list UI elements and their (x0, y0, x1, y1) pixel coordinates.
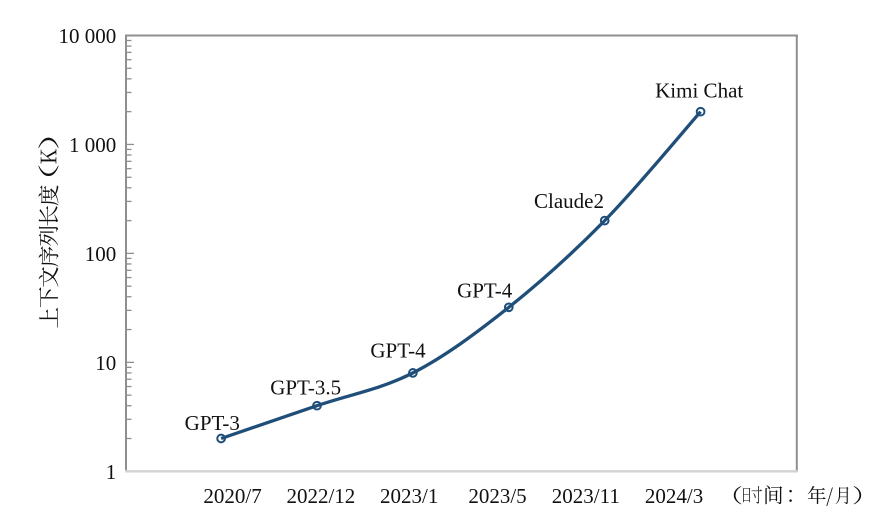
svg-text:2024/3: 2024/3 (645, 484, 703, 508)
svg-text:10: 10 (95, 351, 116, 375)
svg-text:100: 100 (85, 242, 117, 266)
svg-text:Claude2: Claude2 (534, 189, 604, 213)
svg-text:2023/1: 2023/1 (380, 484, 438, 508)
svg-text:2020/7: 2020/7 (203, 484, 261, 508)
svg-text:1: 1 (106, 460, 117, 484)
svg-text:10 000: 10 000 (59, 24, 117, 48)
svg-text:1 000: 1 000 (69, 133, 116, 157)
svg-text:GPT-3.5: GPT-3.5 (270, 376, 341, 400)
svg-text:GPT-4: GPT-4 (370, 339, 426, 363)
svg-text:Kimi Chat: Kimi Chat (655, 78, 743, 102)
svg-text:2023/11: 2023/11 (552, 484, 620, 508)
svg-text:2023/5: 2023/5 (468, 484, 526, 508)
svg-text:GPT-3: GPT-3 (185, 411, 240, 435)
svg-text:GPT-4: GPT-4 (457, 279, 513, 303)
svg-text:2022/12: 2022/12 (286, 484, 355, 508)
